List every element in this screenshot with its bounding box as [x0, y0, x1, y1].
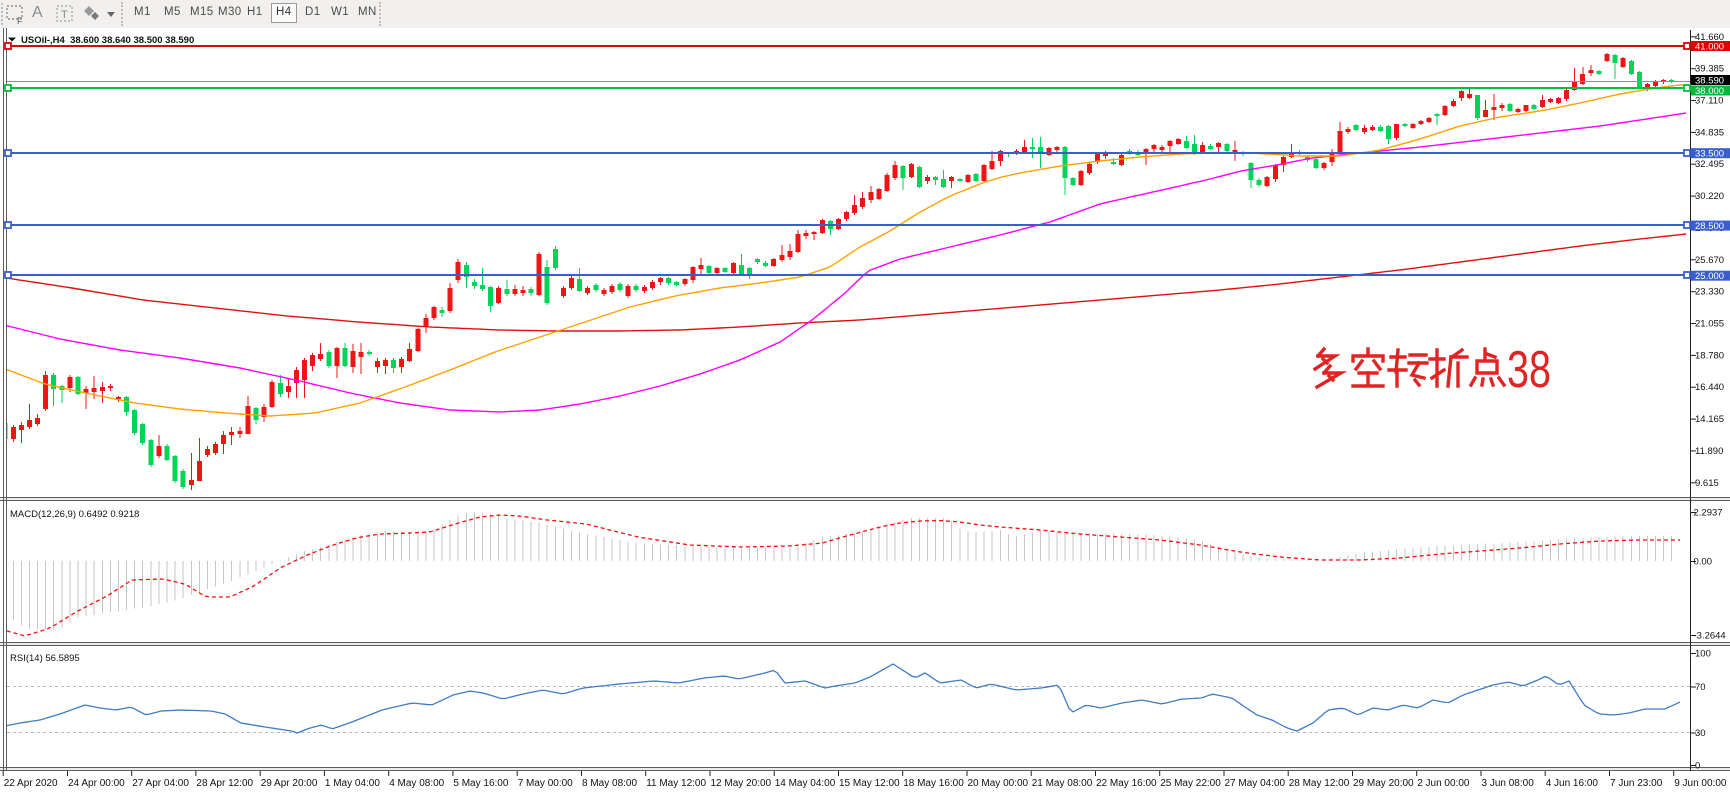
- svg-text:5 May 16:00: 5 May 16:00: [453, 778, 508, 789]
- svg-text:41.660: 41.660: [1695, 32, 1724, 43]
- svg-text:18.780: 18.780: [1695, 350, 1724, 361]
- svg-text:28 May 12:00: 28 May 12:00: [1289, 778, 1350, 789]
- svg-text:29 May 20:00: 29 May 20:00: [1353, 778, 1414, 789]
- svg-text:18 May 16:00: 18 May 16:00: [903, 778, 964, 789]
- svg-text:T: T: [61, 9, 68, 21]
- svg-text:11 May 12:00: 11 May 12:00: [646, 778, 706, 789]
- svg-text:38: 38: [1507, 340, 1551, 399]
- svg-text:33.500: 33.500: [1695, 149, 1724, 160]
- svg-text:4 Jun 16:00: 4 Jun 16:00: [1546, 778, 1599, 789]
- svg-text:USOil-,H4 38.600 38.640 38.50: USOil-,H4 38.600 38.640 38.500 38.590: [21, 35, 194, 46]
- svg-text:F: F: [17, 16, 23, 25]
- svg-text:30.220: 30.220: [1695, 191, 1724, 202]
- svg-text:21.055: 21.055: [1695, 319, 1724, 330]
- svg-text:15 May 12:00: 15 May 12:00: [839, 778, 900, 789]
- svg-text:4 May 08:00: 4 May 08:00: [389, 778, 444, 789]
- svg-text:11.890: 11.890: [1695, 446, 1723, 457]
- svg-text:1 May 04:00: 1 May 04:00: [325, 778, 380, 789]
- svg-text:MACD(12,26,9) 0.6492 0.9218: MACD(12,26,9) 0.6492 0.9218: [10, 509, 139, 520]
- svg-text:23.330: 23.330: [1695, 287, 1724, 298]
- svg-text:70: 70: [1695, 682, 1706, 693]
- svg-text:0.00: 0.00: [1694, 557, 1713, 568]
- svg-text:14 May 04:00: 14 May 04:00: [775, 778, 836, 789]
- svg-text:16.440: 16.440: [1695, 382, 1724, 393]
- svg-text:2.2937: 2.2937: [1694, 508, 1723, 519]
- svg-text:2 Jun 00:00: 2 Jun 00:00: [1417, 778, 1470, 789]
- svg-text:41.000: 41.000: [1695, 42, 1724, 53]
- svg-text:28 Apr 12:00: 28 Apr 12:00: [196, 778, 253, 789]
- svg-text:9.615: 9.615: [1695, 478, 1719, 489]
- svg-text:7 May 00:00: 7 May 00:00: [518, 778, 573, 789]
- svg-text:22 May 16:00: 22 May 16:00: [1096, 778, 1157, 789]
- svg-text:12 May 20:00: 12 May 20:00: [711, 778, 772, 789]
- svg-text:32.495: 32.495: [1695, 159, 1724, 170]
- svg-text:34.835: 34.835: [1695, 127, 1724, 138]
- svg-text:0: 0: [1695, 761, 1700, 772]
- svg-text:14.165: 14.165: [1695, 414, 1724, 425]
- svg-text:RSI(14) 56.5895: RSI(14) 56.5895: [10, 653, 80, 664]
- svg-text:37.110: 37.110: [1695, 96, 1723, 107]
- svg-text:27 Apr 04:00: 27 Apr 04:00: [132, 778, 189, 789]
- svg-text:25.670: 25.670: [1695, 255, 1724, 266]
- svg-text:21 May 08:00: 21 May 08:00: [1032, 778, 1093, 789]
- svg-text:28.500: 28.500: [1695, 221, 1724, 232]
- svg-text:39.385: 39.385: [1695, 64, 1724, 75]
- svg-text:29 Apr 20:00: 29 Apr 20:00: [261, 778, 318, 789]
- svg-text:30: 30: [1695, 728, 1706, 739]
- svg-text:3 Jun 08:00: 3 Jun 08:00: [1482, 778, 1535, 789]
- svg-text:27 May 04:00: 27 May 04:00: [1225, 778, 1286, 789]
- svg-text:22 Apr 2020: 22 Apr 2020: [4, 778, 58, 789]
- svg-text:38.590: 38.590: [1695, 76, 1724, 87]
- svg-text:8 May 08:00: 8 May 08:00: [582, 778, 637, 789]
- svg-text:100: 100: [1695, 649, 1711, 660]
- svg-text:9 Jun 00:00: 9 Jun 00:00: [1674, 778, 1727, 789]
- svg-text:38.000: 38.000: [1695, 86, 1724, 97]
- svg-text:20 May 00:00: 20 May 00:00: [968, 778, 1029, 789]
- svg-text:7 Jun 23:00: 7 Jun 23:00: [1610, 778, 1663, 789]
- svg-text:25 May 22:00: 25 May 22:00: [1160, 778, 1221, 789]
- svg-text:-3.2644: -3.2644: [1694, 631, 1726, 642]
- svg-text:24 Apr 00:00: 24 Apr 00:00: [68, 778, 125, 789]
- svg-text:25.000: 25.000: [1695, 271, 1724, 282]
